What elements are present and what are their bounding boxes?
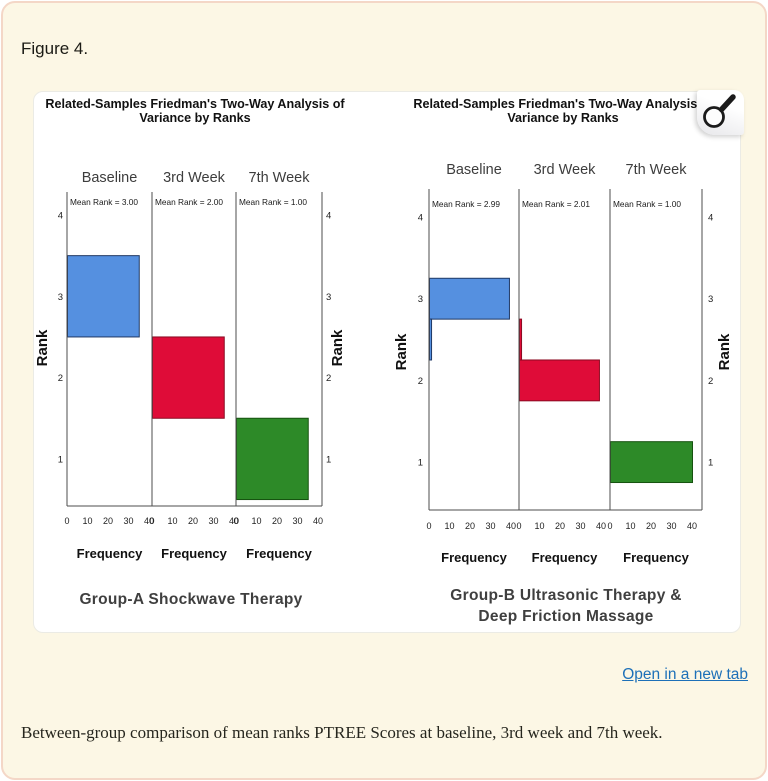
x-tick-label: 10 [444, 521, 454, 531]
y-tick-label: 1 [418, 458, 423, 469]
rank-axis-label: Rank [393, 333, 410, 370]
mean-rank-label: Mean Rank = 2.00 [155, 197, 223, 207]
mean-rank-label: Mean Rank = 1.00 [239, 197, 307, 207]
chart-group-b: Related-Samples Friedman's Two-Way Analy… [393, 97, 733, 625]
frequency-label: Frequency [623, 550, 690, 565]
x-tick-label: 40 [313, 516, 323, 526]
mean-rank-label: Mean Rank = 2.01 [522, 199, 590, 209]
rank-axis-label: Rank [329, 329, 346, 366]
histogram-bar [519, 318, 523, 361]
panel-header: 7th Week [249, 170, 311, 186]
mean-rank-label: Mean Rank = 2.99 [432, 199, 500, 209]
figure-label: Figure 4. [21, 39, 89, 58]
y-tick-label: 1 [58, 454, 63, 465]
y-tick-label: 2 [326, 373, 331, 384]
x-tick-label: 20 [555, 521, 565, 531]
y-tick-label: 2 [418, 376, 423, 387]
x-tick-label: 40 [506, 521, 516, 531]
magnifier-icon [703, 94, 736, 128]
y-tick-label: 2 [708, 376, 713, 387]
group-caption: Group-A Shockwave Therapy [79, 591, 302, 608]
mean-rank-label: Mean Rank = 1.00 [613, 199, 681, 209]
x-tick-label: 0 [64, 516, 69, 526]
y-tick-label: 1 [326, 454, 331, 465]
chart-title-line2: Variance by Ranks [139, 111, 250, 125]
x-tick-label: 30 [485, 521, 495, 531]
group-caption: Deep Friction Massage [478, 608, 653, 625]
x-tick-label: 20 [272, 516, 282, 526]
x-tick-label: 0 [233, 516, 238, 526]
x-tick-label: 20 [465, 521, 475, 531]
y-tick-label: 3 [418, 294, 423, 305]
x-tick-label: 20 [646, 521, 656, 531]
y-tick-label: 3 [58, 292, 63, 303]
chart-title-line1: Related-Samples Friedman's Two-Way Analy… [413, 97, 713, 111]
panel-header: 7th Week [626, 162, 688, 178]
y-tick-label: 2 [58, 373, 63, 384]
chart-group-a: Related-Samples Friedman's Two-Way Analy… [34, 97, 346, 608]
x-tick-label: 0 [607, 521, 612, 531]
x-tick-label: 30 [666, 521, 676, 531]
y-tick-label: 3 [708, 294, 713, 305]
frequency-label: Frequency [77, 546, 144, 561]
x-tick-label: 40 [596, 521, 606, 531]
mean-rank-label: Mean Rank = 3.00 [70, 197, 138, 207]
x-tick-label: 10 [167, 516, 177, 526]
y-tick-label: 4 [58, 211, 63, 222]
x-tick-label: 20 [188, 516, 198, 526]
group-caption: Group-B Ultrasonic Therapy & [450, 587, 681, 604]
rank-axis-label: Rank [34, 329, 51, 366]
y-tick-label: 1 [708, 458, 713, 469]
y-tick-label: 4 [418, 213, 423, 224]
x-tick-label: 0 [516, 521, 521, 531]
x-tick-label: 40 [229, 516, 239, 526]
open-in-new-tab-link[interactable]: Open in a new tab [622, 666, 748, 683]
chart-title-line2: Variance by Ranks [507, 111, 618, 125]
x-tick-label: 10 [625, 521, 635, 531]
y-tick-label: 4 [708, 213, 713, 224]
figure-image[interactable]: Related-Samples Friedman's Two-Way Analy… [33, 90, 744, 633]
frequency-label: Frequency [532, 550, 599, 565]
x-tick-label: 10 [534, 521, 544, 531]
panel-header: Baseline [82, 170, 138, 186]
x-tick-label: 40 [144, 516, 154, 526]
histogram-bar [152, 336, 225, 419]
histogram-bar [519, 359, 600, 402]
x-tick-label: 40 [687, 521, 697, 531]
zoom-cursor-chip [697, 90, 744, 135]
x-tick-label: 30 [208, 516, 218, 526]
x-tick-label: 10 [82, 516, 92, 526]
x-tick-label: 20 [103, 516, 113, 526]
x-tick-label: 30 [292, 516, 302, 526]
panel-header: Baseline [446, 162, 502, 178]
panel-header: 3rd Week [163, 170, 226, 186]
frequency-label: Frequency [246, 546, 313, 561]
frequency-label: Frequency [441, 550, 508, 565]
x-tick-label: 30 [575, 521, 585, 531]
x-tick-label: 30 [123, 516, 133, 526]
x-tick-label: 0 [149, 516, 154, 526]
x-tick-label: 0 [426, 521, 431, 531]
frequency-label: Frequency [161, 546, 228, 561]
y-tick-label: 3 [326, 292, 331, 303]
histogram-bar [429, 318, 433, 361]
histogram-bar [236, 417, 309, 501]
panel-header: 3rd Week [534, 162, 597, 178]
figure-caption: Between-group comparison of mean ranks P… [21, 723, 663, 742]
chart-title-line1: Related-Samples Friedman's Two-Way Analy… [45, 97, 345, 111]
rank-axis-label: Rank [716, 333, 733, 370]
histogram-bar [429, 277, 510, 320]
y-tick-label: 4 [326, 211, 331, 222]
x-tick-label: 10 [251, 516, 261, 526]
histogram-bar [67, 255, 140, 338]
histogram-bar [610, 441, 693, 484]
